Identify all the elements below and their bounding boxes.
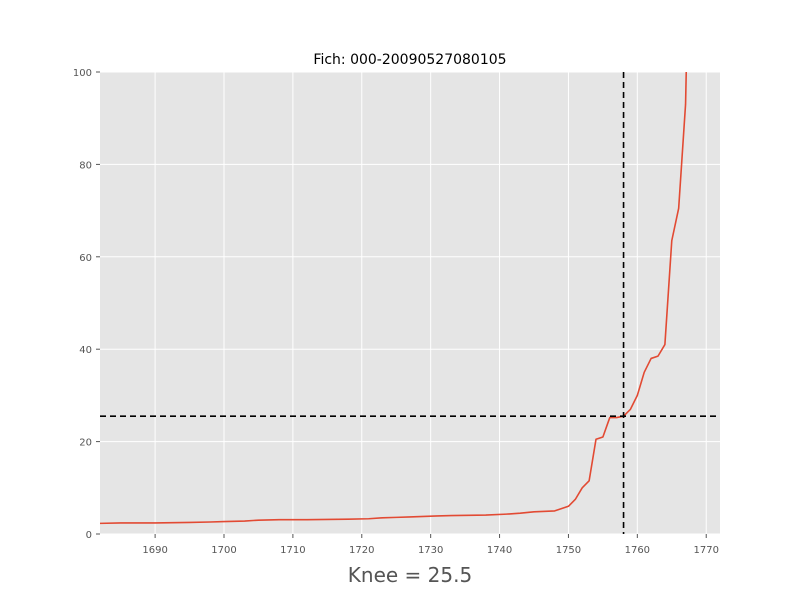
- x-tick-label: 1740: [487, 545, 512, 556]
- series-line: [99, 71, 688, 525]
- x-tick-label: 1770: [693, 545, 718, 556]
- knee-markers: [100, 72, 720, 534]
- y-tick-label: 100: [73, 68, 92, 79]
- x-tick-label: 1690: [142, 545, 167, 556]
- series-layer: [99, 71, 688, 525]
- axis-ticks: 1690 1700 1710 1720 1730 1740 1750 1760 1770 0 20 4…: [73, 68, 719, 556]
- x-tick-label: 1700: [211, 545, 236, 556]
- x-tick-label: 1730: [418, 545, 443, 556]
- y-tick-label: 0: [86, 530, 92, 541]
- y-tick-label: 80: [79, 160, 92, 171]
- x-tick-label: 1720: [349, 545, 374, 556]
- chart-title: Fich: 000-20090527080105: [313, 52, 506, 68]
- x-tick-label: 1750: [556, 545, 581, 556]
- x-tick-label: 1760: [625, 545, 650, 556]
- y-tick-label: 60: [79, 253, 92, 264]
- y-tick-label: 40: [79, 345, 92, 356]
- grid: [100, 71, 720, 535]
- x-axis-label: Knee = 25.5: [348, 563, 472, 587]
- y-tick-label: 20: [79, 438, 92, 449]
- plot-area: [100, 72, 720, 534]
- x-tick-label: 1710: [280, 545, 305, 556]
